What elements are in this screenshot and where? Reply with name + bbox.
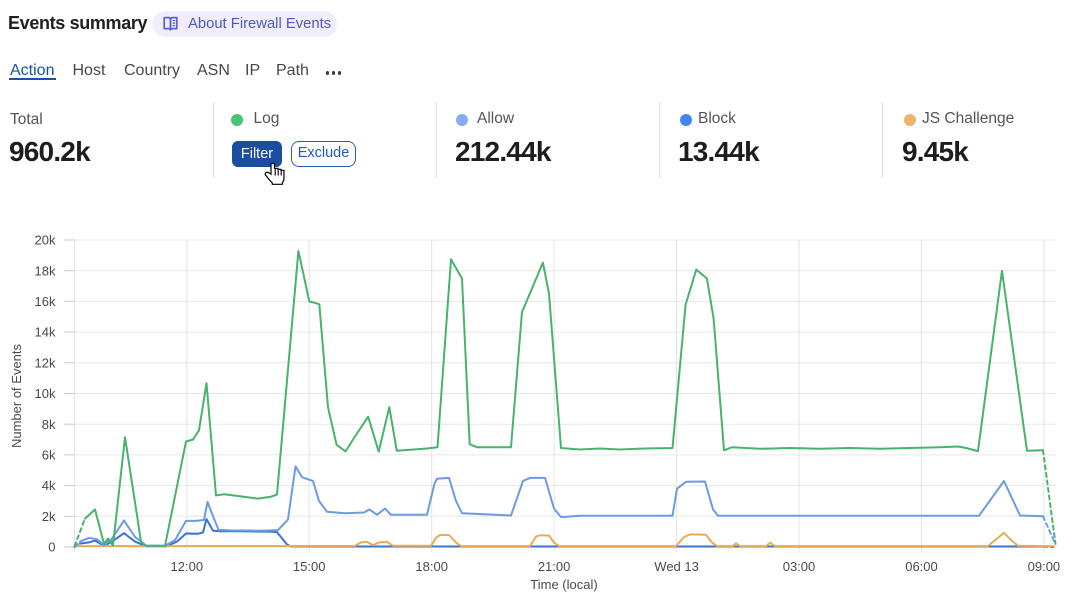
svg-text:0: 0: [48, 540, 55, 555]
svg-text:20k: 20k: [35, 233, 56, 248]
svg-text:10k: 10k: [35, 386, 56, 401]
svg-text:03:00: 03:00: [783, 559, 816, 574]
svg-text:18k: 18k: [35, 263, 56, 278]
svg-text:12k: 12k: [35, 355, 56, 370]
svg-text:4k: 4k: [42, 478, 56, 493]
svg-text:06:00: 06:00: [905, 559, 938, 574]
svg-text:8k: 8k: [42, 417, 56, 432]
svg-text:12:00: 12:00: [171, 559, 204, 574]
svg-text:14k: 14k: [35, 325, 56, 340]
svg-text:09:00: 09:00: [1028, 559, 1061, 574]
svg-text:18:00: 18:00: [415, 559, 448, 574]
svg-text:2k: 2k: [42, 509, 56, 524]
svg-text:6k: 6k: [42, 448, 56, 463]
svg-text:15:00: 15:00: [293, 559, 326, 574]
svg-text:21:00: 21:00: [538, 559, 571, 574]
svg-text:Time (local): Time (local): [530, 577, 597, 592]
svg-text:Number of Events: Number of Events: [9, 343, 24, 448]
svg-text:16k: 16k: [35, 294, 56, 309]
svg-text:Wed 13: Wed 13: [654, 559, 699, 574]
